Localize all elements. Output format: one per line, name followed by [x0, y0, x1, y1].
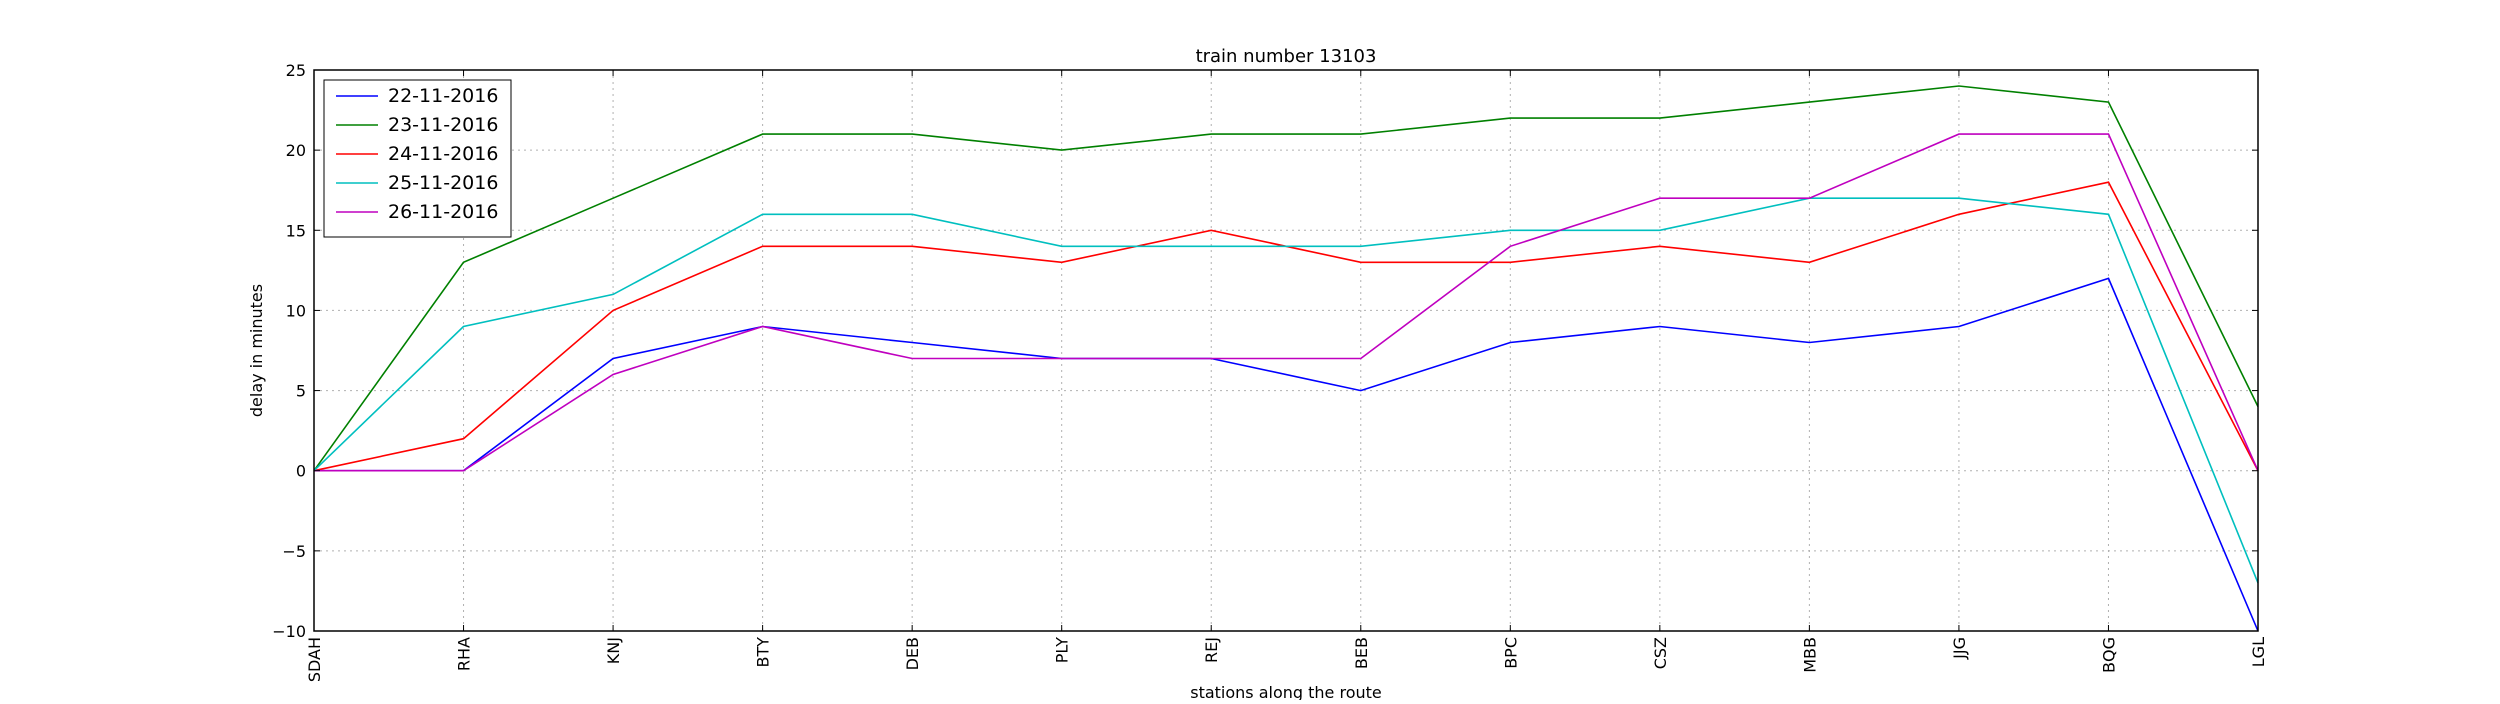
- y-tick-label: 15: [286, 221, 306, 240]
- axis-ticks: SDAH RHA KNJ BTY DEB PLY REJ BEB BPC CSZ MBB JJG BQG…: [272, 61, 2268, 682]
- legend-label: 23-11-2016: [388, 114, 498, 136]
- chart-title: train number 13103: [1196, 46, 1377, 67]
- grid: [313, 69, 2259, 632]
- x-tick-label: JJG: [1950, 637, 1969, 660]
- x-axis-label: stations along the route: [1190, 683, 1382, 700]
- x-tick-label: PLY: [1053, 637, 1072, 663]
- x-tick-label: KNJ: [604, 637, 623, 664]
- series-lines: [313, 85, 2259, 632]
- plot-frame: [313, 69, 2259, 632]
- x-tick-label: LGL: [2249, 637, 2268, 667]
- x-tick-label: BEB: [1352, 637, 1371, 669]
- legend-label: 24-11-2016: [388, 143, 498, 165]
- x-tick-label: BPC: [1501, 637, 1520, 669]
- legend-label: 26-11-2016: [388, 201, 498, 223]
- x-tick-label: MBB: [1800, 637, 1819, 673]
- series-line-24-11-2016: [313, 181, 2259, 472]
- y-tick-label: 5: [296, 382, 306, 401]
- series-line-26-11-2016: [314, 133, 2259, 472]
- series-line-22-11-2016: [314, 277, 2259, 632]
- x-tick-label: BQG: [2099, 637, 2118, 673]
- y-tick-label: 10: [286, 301, 306, 320]
- y-tick-label: 20: [286, 141, 306, 160]
- x-tick-label: BTY: [754, 637, 773, 668]
- x-tick-label: RHA: [455, 637, 474, 671]
- y-tick-label: 0: [296, 462, 306, 481]
- series-line-23-11-2016: [313, 85, 2259, 472]
- y-tick-label: 25: [286, 61, 306, 80]
- x-tick-label: CSZ: [1651, 637, 1670, 669]
- legend-label: 22-11-2016: [388, 85, 498, 107]
- legend-box: [323, 79, 512, 238]
- y-tick-label: −10: [272, 622, 306, 641]
- series-line-25-11-2016: [313, 197, 2259, 584]
- legend-label: 25-11-2016: [388, 172, 498, 194]
- y-axis-label: delay in minutes: [247, 284, 266, 417]
- y-tick-label: −5: [282, 542, 306, 561]
- x-tick-label: SDAH: [305, 637, 324, 682]
- x-tick-label: DEB: [903, 637, 922, 670]
- x-tick-label: REJ: [1202, 637, 1221, 663]
- legend: 22-11-2016 23-11-2016 24-11-2016 25-11-2016…: [323, 79, 512, 238]
